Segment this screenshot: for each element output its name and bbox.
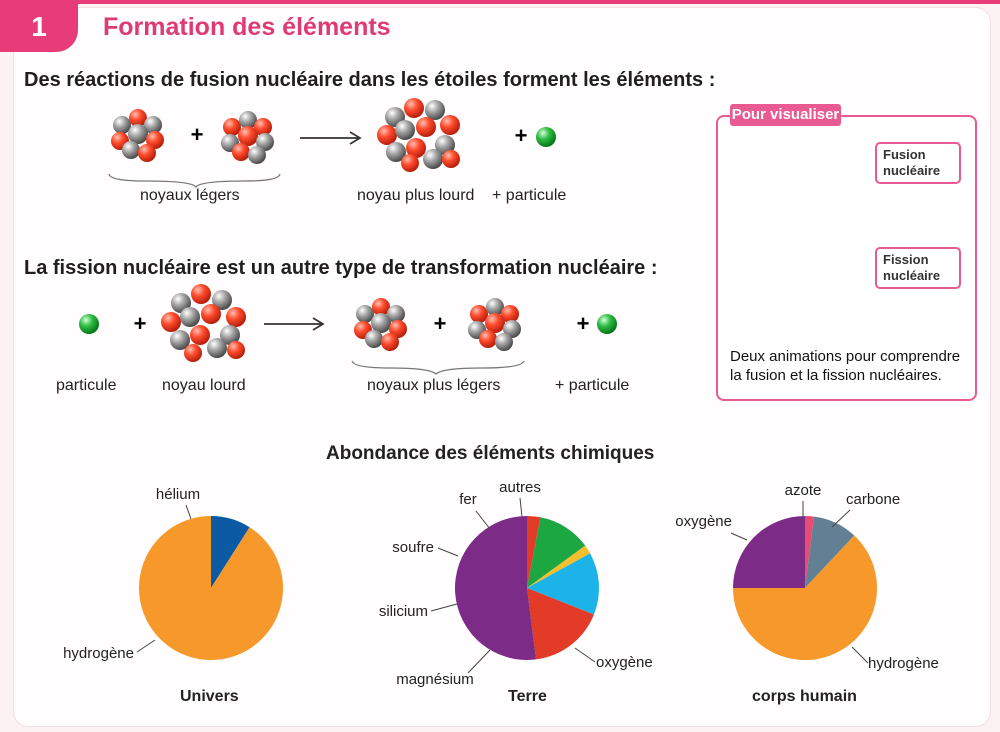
pie-terre-leader-autres bbox=[519, 497, 523, 518]
pie-corps-leader-oxygène bbox=[730, 532, 748, 541]
pie-terre-leader-oxygène bbox=[574, 647, 596, 663]
heavy-nucleus-fission bbox=[161, 284, 246, 362]
terre-chart-title: Terre bbox=[508, 688, 547, 705]
fission-input-particle bbox=[79, 314, 99, 334]
section-title: Formation des éléments bbox=[103, 13, 391, 41]
pie-corps-slice-hydrogène bbox=[733, 535, 877, 660]
pie-terre-slice-autres bbox=[527, 516, 541, 588]
lighter-nuclei-label: noyaux plus légers bbox=[367, 377, 501, 394]
pie-corps-slice-oxygène bbox=[733, 516, 805, 588]
section-number-tab: 1 bbox=[0, 0, 78, 52]
fusion-animation-label[interactable]: Fusion nucléaire bbox=[875, 142, 961, 184]
top-accent-line bbox=[74, 0, 1000, 4]
fission-particle-label: particule bbox=[56, 377, 117, 394]
fission-heading: La fission nucléaire est un autre type d… bbox=[24, 257, 658, 279]
heavy-nucleus-fusion bbox=[377, 98, 460, 172]
fission-plus-2: + bbox=[434, 311, 447, 336]
fission-output-particle bbox=[597, 314, 617, 334]
pie-terre-label-fer: fer bbox=[459, 491, 477, 508]
pie-terre-slice-magnésium bbox=[527, 588, 594, 660]
pie-terre-label-soufre: soufre bbox=[392, 539, 434, 556]
pie-terre-label-oxygène: oxygène bbox=[596, 654, 653, 671]
univers-chart-title: Univers bbox=[180, 688, 239, 705]
pie-chart-univers: hélium hydrogène bbox=[63, 486, 283, 662]
pie-terre-leader-fer bbox=[475, 510, 491, 530]
pie-corps-label-azote: azote bbox=[785, 482, 822, 499]
fusion-arrow bbox=[300, 131, 362, 145]
fusion-particle-label: + particule bbox=[492, 187, 567, 204]
pie-corps-label-oxygène: oxygène bbox=[675, 513, 732, 530]
abundance-heading: Abondance des éléments chimiques bbox=[326, 443, 655, 464]
corps-humain-chart-title: corps humain bbox=[752, 688, 857, 705]
pie-chart-corps-humain: azote carbone hydrogène oxygène bbox=[675, 482, 939, 672]
pie-terre-slice-silicium bbox=[527, 553, 599, 615]
pie-terre-leader-magnésium bbox=[467, 649, 491, 674]
pie-univers-label-hydrogène: hydrogène bbox=[63, 645, 134, 662]
pie-univers-slice-hydrogène bbox=[138, 516, 283, 660]
pie-corps-leader-hydrogène bbox=[851, 646, 869, 664]
pie-corps-label-hydrogène: hydrogène bbox=[868, 655, 939, 672]
light-nuclei-label: noyaux légers bbox=[140, 187, 240, 204]
pie-chart-terre: autres fer soufre silicium magnésium oxygène bbox=[379, 479, 653, 688]
fusion-plus-1: + bbox=[191, 122, 204, 147]
fusion-plus-2: + bbox=[515, 123, 528, 148]
pie-univers-slice-hélium bbox=[211, 516, 250, 588]
lighter-nuclei-brace bbox=[351, 360, 525, 375]
heavy-nucleus-label: noyau lourd bbox=[162, 377, 246, 394]
fission-output-particle-label: + particule bbox=[555, 377, 630, 394]
pie-corps-leader-carbone bbox=[831, 509, 851, 528]
pie-terre-slice-soufre bbox=[527, 545, 591, 588]
pie-terre-label-silicium: silicium bbox=[379, 603, 428, 620]
fission-plus-1: + bbox=[134, 311, 147, 336]
visualize-tag: Pour visualiser bbox=[730, 104, 841, 126]
pie-terre-label-autres: autres bbox=[499, 479, 541, 496]
heavier-nucleus-label: noyau plus lourd bbox=[357, 187, 475, 204]
pie-univers-leader-hydrogène bbox=[136, 639, 156, 653]
light-nucleus-2 bbox=[221, 111, 274, 164]
fission-plus-3: + bbox=[577, 311, 590, 336]
light-nucleus-4 bbox=[468, 298, 521, 351]
light-nuclei-brace bbox=[108, 173, 281, 189]
pie-corps-label-carbone: carbone bbox=[846, 491, 900, 508]
pie-corps-slice-azote bbox=[805, 516, 815, 588]
fission-arrow bbox=[264, 317, 325, 331]
pie-terre-label-magnésium: magnésium bbox=[396, 671, 474, 688]
pie-univers-label-hélium: hélium bbox=[156, 486, 200, 503]
pie-terre-slice-oxygène bbox=[454, 516, 537, 660]
visualize-caption: Deux animations pour comprendre la fusio… bbox=[730, 348, 961, 384]
pie-univers-leader-hélium bbox=[185, 504, 192, 520]
light-nucleus-1 bbox=[111, 109, 164, 162]
pie-terre-leader-soufre bbox=[437, 547, 459, 557]
fusion-heading: Des réactions de fusion nucléaire dans l… bbox=[24, 69, 716, 91]
pie-corps-slice-carbone bbox=[805, 516, 855, 588]
pie-terre-slice-fer bbox=[527, 517, 586, 588]
fusion-output-particle bbox=[536, 127, 556, 147]
pie-terre-leader-silicium bbox=[430, 603, 458, 612]
light-nucleus-3 bbox=[354, 298, 407, 351]
fission-animation-label[interactable]: Fission nucléaire bbox=[875, 247, 961, 289]
section-number: 1 bbox=[31, 11, 47, 42]
